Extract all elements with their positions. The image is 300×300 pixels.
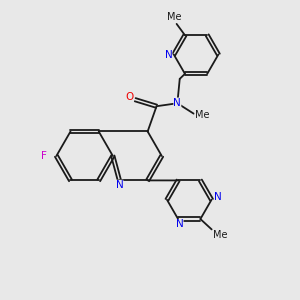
Text: N: N	[176, 219, 184, 230]
Text: Me: Me	[213, 230, 227, 240]
Text: N: N	[165, 50, 172, 59]
Text: F: F	[41, 151, 47, 161]
Text: Me: Me	[195, 110, 209, 120]
Text: N: N	[116, 180, 123, 190]
Text: N: N	[214, 192, 222, 202]
Text: N: N	[173, 98, 181, 108]
Text: Me: Me	[167, 12, 182, 22]
Text: O: O	[126, 92, 134, 102]
